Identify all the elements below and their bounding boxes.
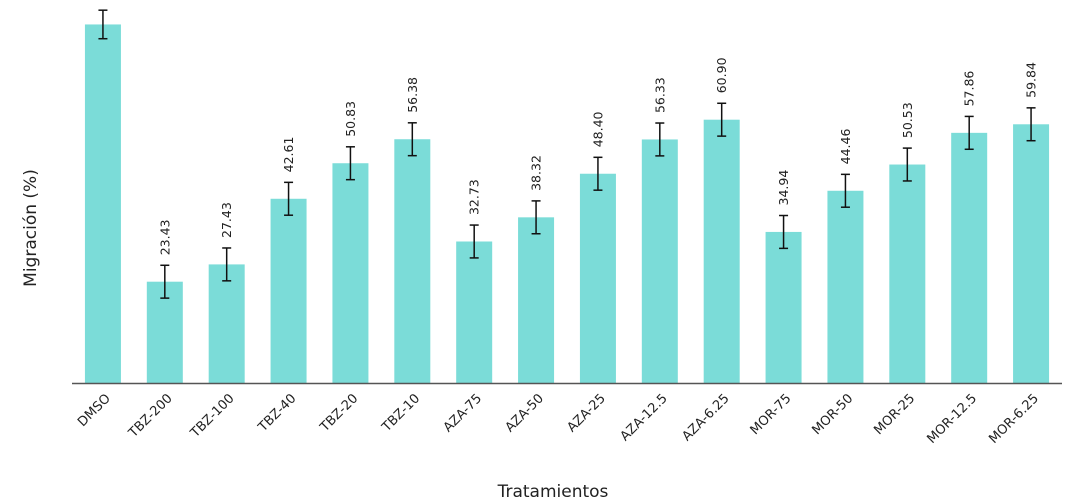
error-bar <box>345 146 355 181</box>
data-label: 60.90 <box>714 57 729 93</box>
x-tick-labels-layer: DMSO TBZ-200 TBZ-100 TBZ-40 TBZ-20 TBZ-10 AZA-… <box>75 391 1042 447</box>
x-tick-label: TBZ-40 <box>255 391 299 435</box>
error-bar <box>407 122 417 157</box>
data-label: 44.46 <box>838 129 853 165</box>
data-label: 57.86 <box>962 71 977 107</box>
bar <box>394 139 431 383</box>
bar <box>951 132 988 383</box>
bar <box>827 190 864 383</box>
x-axis-label: Tratamientos <box>497 482 609 502</box>
data-label: 59.84 <box>1024 62 1039 98</box>
x-tick-label: MOR-12.5 <box>924 391 980 447</box>
error-bar <box>840 173 850 208</box>
bar <box>641 139 678 383</box>
data-label: 38.32 <box>529 155 544 191</box>
data-label: 56.33 <box>652 77 667 113</box>
data-label: 32.73 <box>467 179 482 215</box>
x-tick-label: MOR-75 <box>748 391 795 438</box>
error-bar <box>1026 107 1036 142</box>
error-bar <box>284 181 294 216</box>
error-bar <box>222 247 232 282</box>
x-tick-label: MOR-50 <box>809 391 856 438</box>
error-bar <box>531 200 541 235</box>
data-label: 50.53 <box>900 102 915 138</box>
data-label: 34.94 <box>776 170 791 206</box>
bar <box>1013 124 1050 383</box>
x-tick-label: TBZ-100 <box>187 391 237 441</box>
bar <box>270 198 307 383</box>
bar <box>579 173 616 383</box>
data-label: 50.83 <box>343 101 358 137</box>
bars-layer <box>84 24 1050 384</box>
x-tick-label: AZA-6.25 <box>679 391 732 444</box>
data-label: 48.40 <box>590 111 605 147</box>
x-tick-label: AZA-12.5 <box>618 391 671 444</box>
x-tick-label: DMSO <box>75 391 114 430</box>
x-tick-label: MOR-6.25 <box>986 391 1042 447</box>
error-bar <box>779 214 789 250</box>
data-label: 56.38 <box>405 77 420 113</box>
error-bar <box>160 264 170 299</box>
x-tick-label: AZA-50 <box>503 391 547 435</box>
error-bar <box>902 147 912 182</box>
bar <box>703 119 740 384</box>
error-bar <box>593 156 603 191</box>
data-label: 27.43 <box>219 202 234 238</box>
error-bar <box>98 9 108 40</box>
x-tick-label: TBZ-20 <box>317 391 361 435</box>
bar <box>518 217 555 383</box>
bar <box>765 231 802 383</box>
bar <box>84 24 121 383</box>
data-label: 42.61 <box>281 137 296 173</box>
error-bar <box>655 122 665 157</box>
error-bar <box>717 102 727 137</box>
bar <box>332 163 369 383</box>
x-tick-label: TBZ-10 <box>379 391 423 435</box>
error-bar <box>469 224 479 259</box>
data-labels-layer: 82.9323.4327.4342.6150.8356.3832.7338.32… <box>95 0 1038 255</box>
x-tick-label: AZA-25 <box>564 391 608 435</box>
error-bars-layer <box>98 9 1036 299</box>
bar <box>208 264 245 383</box>
bar <box>889 164 926 383</box>
x-tick-label: TBZ-200 <box>125 391 175 441</box>
x-tick-label: AZA-75 <box>441 391 485 435</box>
x-tick-label: MOR-25 <box>871 391 918 438</box>
data-label: 23.43 <box>157 219 172 255</box>
bar <box>456 241 493 383</box>
y-axis-label: Migración (%) <box>21 169 41 287</box>
error-bar <box>964 115 974 151</box>
